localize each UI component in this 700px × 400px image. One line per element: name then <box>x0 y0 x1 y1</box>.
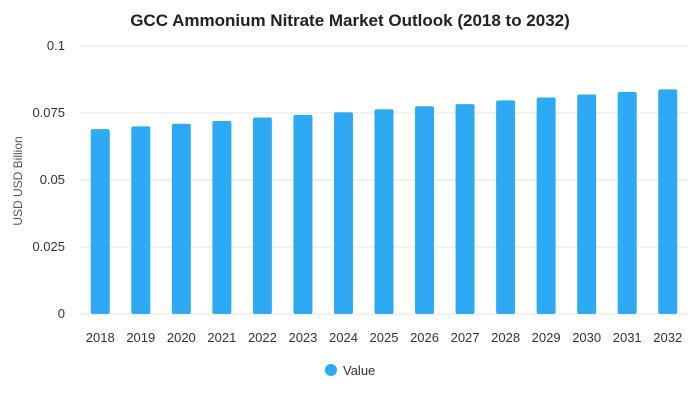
x-tick-label: 2032 <box>653 330 682 345</box>
bar-2025[interactable] <box>374 109 394 314</box>
bar-2024[interactable] <box>333 112 353 314</box>
y-tick-label: 0.075 <box>32 105 65 120</box>
bar-2023[interactable] <box>293 114 313 314</box>
x-tick-label: 2026 <box>410 330 439 345</box>
y-tick-label: 0.05 <box>40 172 65 187</box>
bar-2030[interactable] <box>577 94 597 315</box>
bar-2031[interactable] <box>617 91 637 314</box>
bar-2029[interactable] <box>536 97 556 315</box>
bar-2032[interactable] <box>658 89 678 314</box>
x-tick-label: 2019 <box>126 330 155 345</box>
x-tick-label: 2031 <box>613 330 642 345</box>
bar-2020[interactable] <box>171 123 191 314</box>
x-tick-label: 2028 <box>491 330 520 345</box>
x-tick-label: 2023 <box>288 330 317 345</box>
x-tick-label: 2022 <box>248 330 277 345</box>
bar-2028[interactable] <box>496 100 516 315</box>
bar-2026[interactable] <box>415 106 435 314</box>
y-axis-title: USD USD Billion <box>11 136 25 225</box>
bar-series <box>90 89 678 315</box>
x-tick-label: 2018 <box>86 330 115 345</box>
bar-2019[interactable] <box>131 126 151 315</box>
bar-2021[interactable] <box>212 121 232 314</box>
chart-title: GCC Ammonium Nitrate Market Outlook (201… <box>130 11 570 30</box>
x-axis-ticks: 2018 2019 2020 2021 2022 2023 2024 2025 2026 2027… <box>86 330 682 345</box>
legend[interactable]: Value <box>325 363 375 378</box>
legend-marker-value[interactable] <box>325 364 337 376</box>
x-tick-label: 2030 <box>572 330 601 345</box>
y-tick-label: 0 <box>58 306 65 321</box>
legend-label-value[interactable]: Value <box>343 363 375 378</box>
x-tick-label: 2020 <box>167 330 196 345</box>
y-axis-ticks: 0 0.025 0.05 0.075 0.1 <box>32 38 65 321</box>
x-tick-label: 2029 <box>532 330 561 345</box>
y-tick-label: 0.1 <box>47 38 65 53</box>
bar-2018[interactable] <box>90 129 110 314</box>
bar-2022[interactable] <box>252 117 272 314</box>
x-tick-label: 2021 <box>207 330 236 345</box>
x-tick-label: 2027 <box>451 330 480 345</box>
y-tick-label: 0.025 <box>32 239 65 254</box>
x-tick-label: 2024 <box>329 330 358 345</box>
bar-2027[interactable] <box>455 104 475 314</box>
x-tick-label: 2025 <box>370 330 399 345</box>
